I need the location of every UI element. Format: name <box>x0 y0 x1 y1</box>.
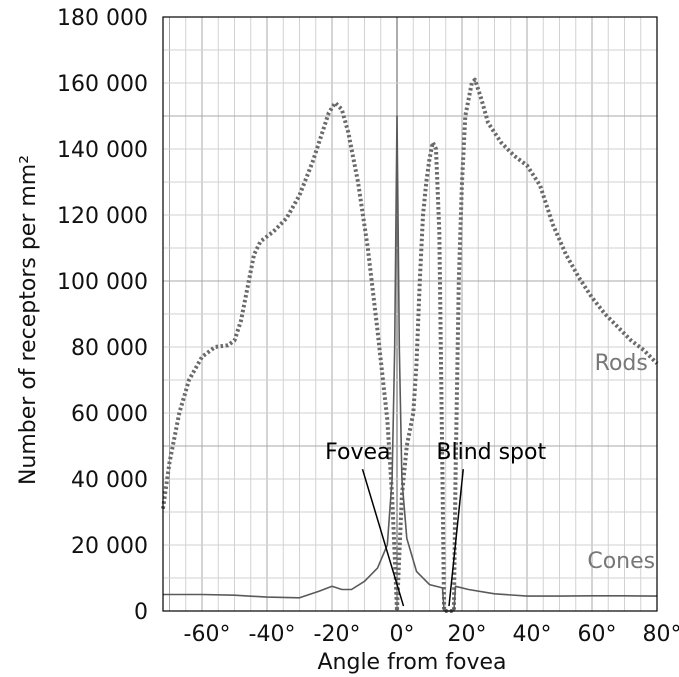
annotations: Fovea Blind spot Rods Cones <box>325 351 655 607</box>
y-tick-label: 160 000 <box>57 72 148 97</box>
grid <box>163 16 658 612</box>
annotation-label: Blind spot <box>436 440 546 465</box>
y-tick-label: 80 000 <box>71 336 148 361</box>
annotation-leader-line <box>361 468 405 607</box>
x-tick-label: 40° <box>513 622 552 647</box>
y-axis-title: Number of receptors per mm² <box>16 155 41 485</box>
x-tick-label: 20° <box>448 622 487 647</box>
y-tick-label: 60 000 <box>71 402 148 427</box>
x-tick-label: -60° <box>184 622 231 647</box>
y-tick-label: 20 000 <box>71 534 148 559</box>
x-tick-label: 80° <box>643 622 679 647</box>
series-label: Rods <box>595 351 648 376</box>
cones-line <box>163 115 658 612</box>
plot-frame <box>162 16 658 612</box>
x-tick-label: 60° <box>578 622 617 647</box>
y-tick-label: 140 000 <box>57 138 148 163</box>
x-tick-label: -20° <box>314 622 361 647</box>
x-tick-label: 0° <box>390 622 415 647</box>
y-tick-label: 40 000 <box>71 468 148 493</box>
rods-line <box>161 77 659 613</box>
x-axis-title: Angle from fovea <box>317 650 506 675</box>
annotation-leader-line <box>448 469 464 607</box>
y-tick-label: 0 <box>134 600 148 625</box>
y-tick-labels: 0 20 000 40 000 60 000 80 000 100 000 120 000 1… <box>57 6 148 625</box>
annotation-label: Fovea <box>325 440 390 465</box>
y-tick-label: 120 000 <box>57 204 148 229</box>
y-tick-label: 180 000 <box>57 6 148 31</box>
series-group <box>161 77 659 613</box>
y-tick-label: 100 000 <box>57 270 148 295</box>
x-tick-labels: -60° -40° -20° 0° 20° 40° 60° 80° <box>184 622 679 647</box>
series-label: Cones <box>587 549 655 574</box>
x-tick-label: -40° <box>249 622 296 647</box>
